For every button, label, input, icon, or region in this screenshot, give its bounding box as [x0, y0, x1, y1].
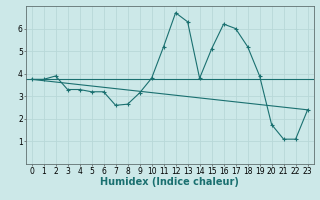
- X-axis label: Humidex (Indice chaleur): Humidex (Indice chaleur): [100, 177, 239, 187]
